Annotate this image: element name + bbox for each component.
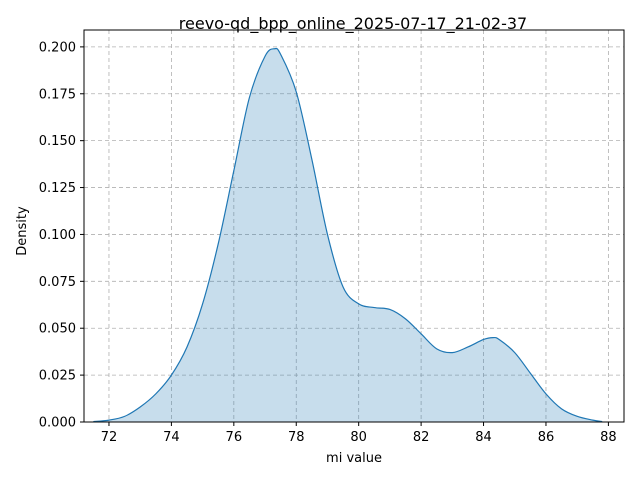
y-tick-label: 0.175 — [39, 87, 76, 102]
y-tick-label: 0.000 — [39, 416, 76, 431]
x-tick-label: 78 — [288, 430, 305, 445]
x-tick-label: 74 — [163, 430, 180, 445]
x-tick-label: 82 — [413, 430, 430, 445]
y-tick-label: 0.150 — [39, 134, 76, 149]
x-axis: 72 74 76 78 80 82 84 86 88 — [101, 422, 617, 445]
x-tick-label: 72 — [101, 430, 118, 445]
x-tick-label: 80 — [350, 430, 367, 445]
y-tick-label: 0.100 — [39, 228, 76, 243]
density-series — [93, 47, 603, 423]
y-tick-label: 0.025 — [39, 369, 76, 384]
y-axis-label: Density — [15, 206, 30, 256]
density-line — [93, 47, 603, 423]
y-tick-label: 0.200 — [39, 40, 76, 55]
y-tick-label: 0.075 — [39, 275, 76, 290]
x-tick-label: 76 — [226, 430, 243, 445]
y-tick-label: 0.125 — [39, 181, 76, 196]
y-tick-label: 0.050 — [39, 322, 76, 337]
density-area-fill — [93, 48, 603, 422]
x-tick-label: 88 — [600, 430, 617, 445]
x-tick-label: 86 — [538, 430, 555, 445]
y-axis: 0.000 0.025 0.050 0.075 0.100 0.125 0.150 0.175… — [39, 40, 84, 431]
x-tick-label: 84 — [475, 430, 492, 445]
plot-frame — [83, 29, 625, 423]
chart-title: reevo-qd_bpp_online_2025-07-17_21-02-37 — [179, 14, 527, 34]
x-axis-label: mi value — [326, 451, 382, 466]
